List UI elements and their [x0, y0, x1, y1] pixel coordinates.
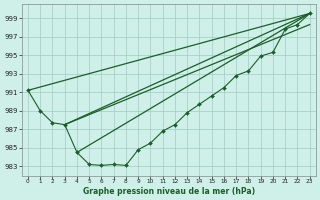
X-axis label: Graphe pression niveau de la mer (hPa): Graphe pression niveau de la mer (hPa) [83, 187, 255, 196]
